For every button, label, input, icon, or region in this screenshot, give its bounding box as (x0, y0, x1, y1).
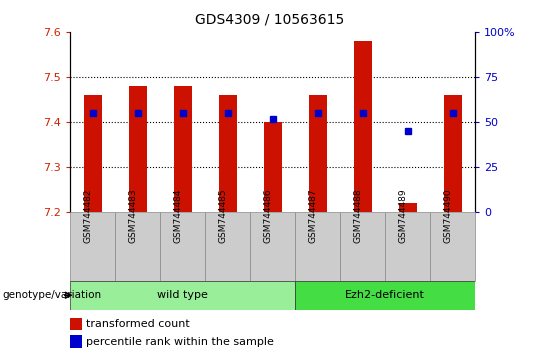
Text: GSM744482: GSM744482 (84, 189, 93, 243)
Text: genotype/variation: genotype/variation (3, 290, 102, 300)
Bar (70, 335, 83, 348)
Text: GSM744485: GSM744485 (219, 189, 228, 243)
Text: GSM744487: GSM744487 (309, 189, 318, 243)
Bar (250, 212, 295, 281)
Bar (70, 281, 295, 310)
Bar (115, 212, 160, 281)
Text: percentile rank within the sample: percentile rank within the sample (86, 337, 274, 347)
Bar (444, 95, 462, 212)
Text: GSM744490: GSM744490 (444, 189, 453, 243)
Text: GSM744483: GSM744483 (129, 189, 138, 243)
Text: GDS4309 / 10563615: GDS4309 / 10563615 (195, 12, 345, 27)
Text: wild type: wild type (157, 290, 208, 300)
Bar (354, 41, 372, 212)
Bar (264, 122, 282, 212)
Text: GSM744488: GSM744488 (354, 189, 363, 243)
Bar (430, 212, 475, 281)
Bar (205, 212, 250, 281)
Bar (399, 203, 417, 212)
Bar (174, 86, 192, 212)
Bar (309, 95, 327, 212)
Bar (219, 95, 237, 212)
Text: GSM744486: GSM744486 (264, 189, 273, 243)
Bar (84, 95, 102, 212)
Text: GSM744484: GSM744484 (174, 189, 183, 243)
Text: transformed count: transformed count (86, 319, 190, 329)
Bar (385, 212, 430, 281)
Bar (129, 86, 147, 212)
Bar (70, 318, 83, 330)
Text: GSM744489: GSM744489 (399, 189, 408, 243)
Bar (70, 212, 115, 281)
Bar (340, 212, 385, 281)
Text: Ezh2-deficient: Ezh2-deficient (345, 290, 425, 300)
Bar (295, 281, 475, 310)
Bar (160, 212, 205, 281)
Bar (295, 212, 340, 281)
